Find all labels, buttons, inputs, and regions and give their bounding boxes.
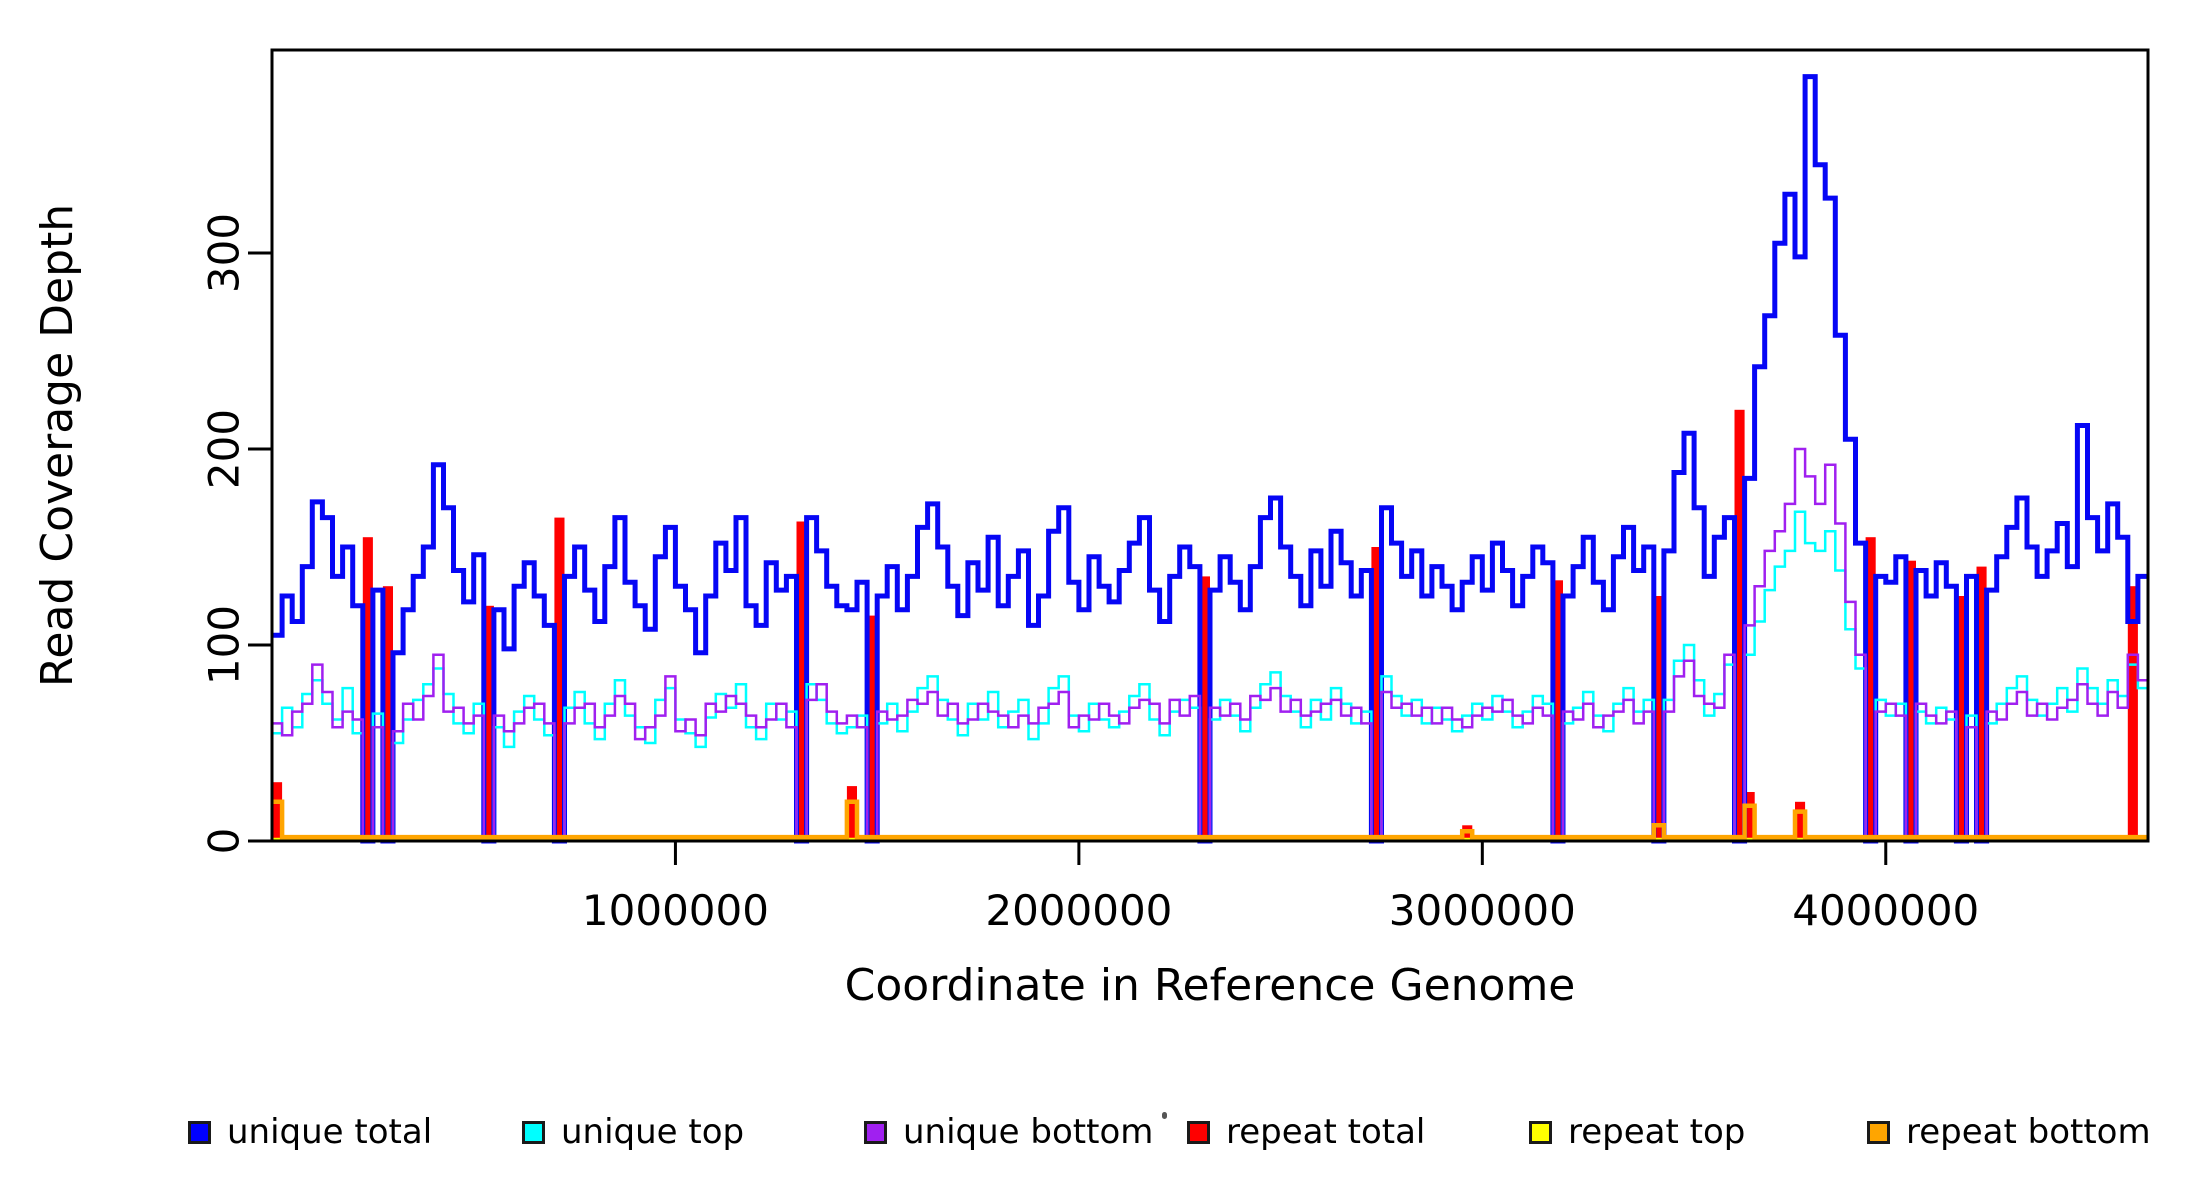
bar-repeat-total xyxy=(1744,792,1755,842)
x-tick-label: 4000000 xyxy=(1792,886,1979,935)
legend-label: unique bottom xyxy=(903,1112,1154,1152)
legend-label: repeat bottom xyxy=(1906,1112,2151,1152)
bar-repeat-total xyxy=(846,786,857,842)
bar-repeat-total xyxy=(382,586,393,842)
bar-repeat-total xyxy=(362,537,373,842)
series-layer xyxy=(272,74,2148,844)
bar-repeat-total xyxy=(272,782,283,842)
legend-item-repeat-bottom: repeat bottom xyxy=(1867,1108,2151,1156)
legend-item-unique-bottom: unique bottom xyxy=(864,1108,1153,1156)
legend: unique total unique top unique bottom repea… xyxy=(0,1108,2200,1156)
y-tick-label: 300 xyxy=(200,213,249,293)
bar-repeat-total xyxy=(1371,547,1382,842)
y-tick-label: 0 xyxy=(200,828,249,855)
x-tick-label: 3000000 xyxy=(1389,886,1576,935)
legend-label: unique top xyxy=(561,1112,745,1152)
bar-repeat-total xyxy=(1795,801,1806,842)
bar-repeat-total xyxy=(554,517,565,842)
series-unique-bottom xyxy=(272,447,2148,843)
legend-swatch-unique-bottom xyxy=(864,1120,887,1144)
legend-swatch-unique-total xyxy=(188,1120,211,1144)
bar-repeat-total xyxy=(1462,825,1473,842)
bar-repeat-total xyxy=(867,615,878,842)
series-repeat-total xyxy=(272,409,2138,842)
bar-repeat-total xyxy=(1865,537,1876,842)
legend-item-unique-total: unique total xyxy=(188,1108,432,1156)
bar-repeat-total xyxy=(1199,576,1210,842)
stray-dot-artifact xyxy=(1162,1112,1167,1119)
bar-repeat-total xyxy=(1905,560,1916,842)
legend-item-repeat-total: repeat total xyxy=(1187,1108,1425,1156)
bar-repeat-total xyxy=(1956,596,1967,842)
legend-swatch-repeat-bottom xyxy=(1867,1120,1890,1144)
y-tick-label: 100 xyxy=(200,605,249,685)
bar-repeat-total xyxy=(1976,566,1987,842)
x-tick-label: 1000000 xyxy=(582,886,769,935)
y-tick-label: 200 xyxy=(200,409,249,489)
bar-repeat-total xyxy=(2127,586,2138,842)
legend-item-unique-top: unique top xyxy=(522,1108,744,1156)
legend-label: unique total xyxy=(227,1112,433,1152)
bar-repeat-total xyxy=(1552,580,1563,842)
legend-swatch-unique-top xyxy=(522,1120,545,1144)
axes-layer: 1000000 2000000 3000000 4000000 0 100 200 300 Co… xyxy=(32,48,2150,1011)
plot-border xyxy=(270,48,2150,843)
bar-repeat-total xyxy=(1734,409,1745,842)
legend-swatch-repeat-total xyxy=(1187,1120,1210,1144)
legend-item-repeat-top: repeat top xyxy=(1529,1108,1745,1156)
legend-label: repeat total xyxy=(1226,1112,1426,1152)
x-axis-title: Coordinate in Reference Genome xyxy=(845,960,1576,1011)
bar-repeat-total xyxy=(796,521,807,842)
bar-repeat-total xyxy=(1653,596,1664,842)
x-tick-label: 2000000 xyxy=(985,886,1172,935)
legend-label: repeat top xyxy=(1568,1112,1746,1152)
bar-repeat-total xyxy=(483,605,494,842)
y-axis-title: Read Coverage Depth xyxy=(32,204,83,687)
series-repeat-bottom xyxy=(272,799,2148,840)
legend-swatch-repeat-top xyxy=(1529,1120,1552,1144)
